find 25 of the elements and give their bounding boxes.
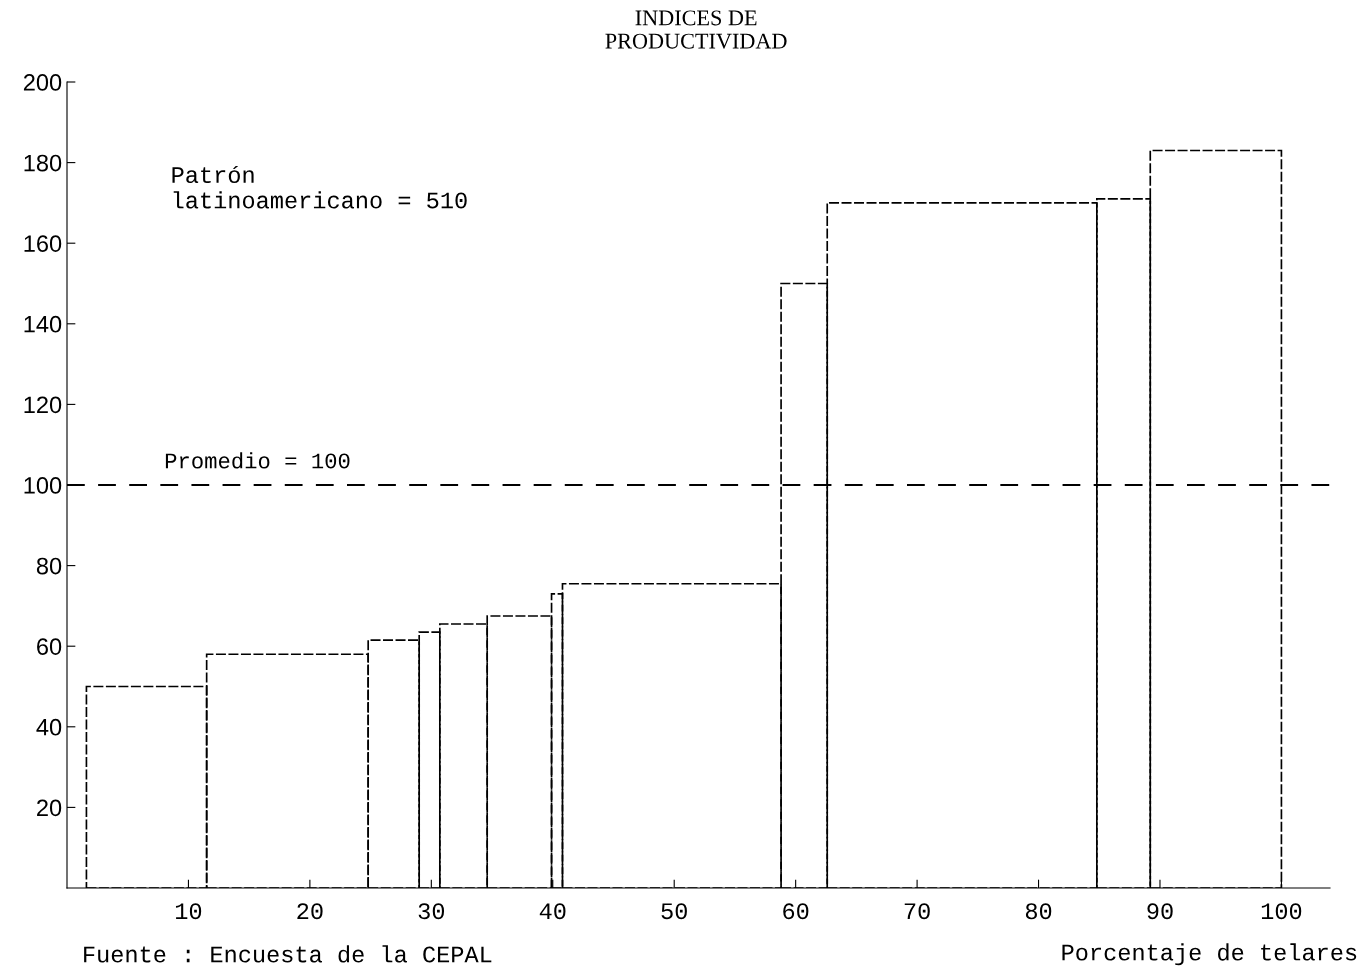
x-tick-label: 50 (661, 903, 687, 920)
x-tick-label: 100 (1261, 903, 1302, 920)
x-tick-label: 60 (783, 903, 809, 920)
x-tick-label: 40 (539, 903, 566, 920)
x-tick-label: 30 (418, 903, 445, 920)
y-tick-label: 40 (36, 718, 62, 736)
annotation: Patrón latinoamericano = 510 (172, 166, 467, 209)
source-note: Fuente : Encuesta de la CEPAL (84, 945, 492, 963)
y-tick-label: 80 (36, 557, 62, 575)
chart-title: INDICES DE PRODUCTIVIDAD (605, 10, 787, 49)
x-tick-label: 80 (1025, 903, 1052, 920)
x-tick-label: 20 (297, 903, 323, 920)
y-tick-label: 100 (24, 477, 62, 494)
x-axis-title: Porcentaje de telares (1062, 943, 1357, 966)
y-tick-label: 180 (24, 154, 62, 172)
x-tick-label: 10 (175, 903, 202, 920)
y-tick-label: 20 (37, 799, 62, 817)
x-tick-label: 70 (904, 903, 930, 920)
y-tick-label: 200 (23, 74, 62, 91)
y-tick-label: 60 (37, 638, 62, 655)
y-tick-label: 120 (24, 396, 62, 414)
x-tick-label: 90 (1147, 903, 1173, 920)
y-tick-label: 140 (24, 315, 62, 333)
ref-line-label: Promedio = 100 (165, 452, 350, 469)
y-tick-label: 160 (24, 235, 62, 252)
